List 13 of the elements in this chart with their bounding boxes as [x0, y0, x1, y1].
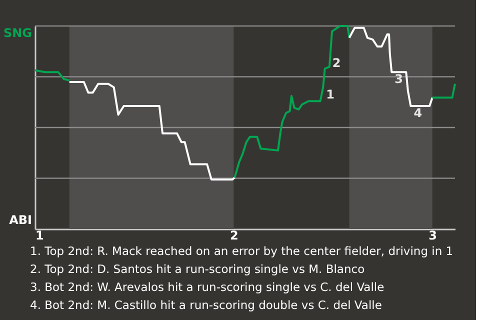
text: 4. Bot 2nd: M. Castillo hit a run-scoring double vs C. del Valle: [30, 298, 382, 312]
text: 3. Bot 2nd: W. Arevalos hit a run-scoring single vs C. del Valle: [30, 280, 384, 294]
text: 2. Top 2nd: D. Santos hit a run-scoring single vs M. Blanco: [30, 262, 365, 276]
x-tick-label: 1: [36, 228, 44, 242]
text: 1. Top 2nd: R. Mack reached on an error by the center fielder, driving in 1: [30, 244, 454, 258]
text: ABI: [9, 213, 32, 227]
annotation: 4: [414, 106, 422, 120]
x-tick-label: 3: [428, 228, 438, 242]
annotation: 2: [332, 56, 341, 70]
text: SNG: [3, 26, 32, 40]
annotation: 3: [394, 72, 403, 86]
x-tick-label: 2: [230, 228, 238, 242]
annotation: 1: [326, 87, 334, 102]
